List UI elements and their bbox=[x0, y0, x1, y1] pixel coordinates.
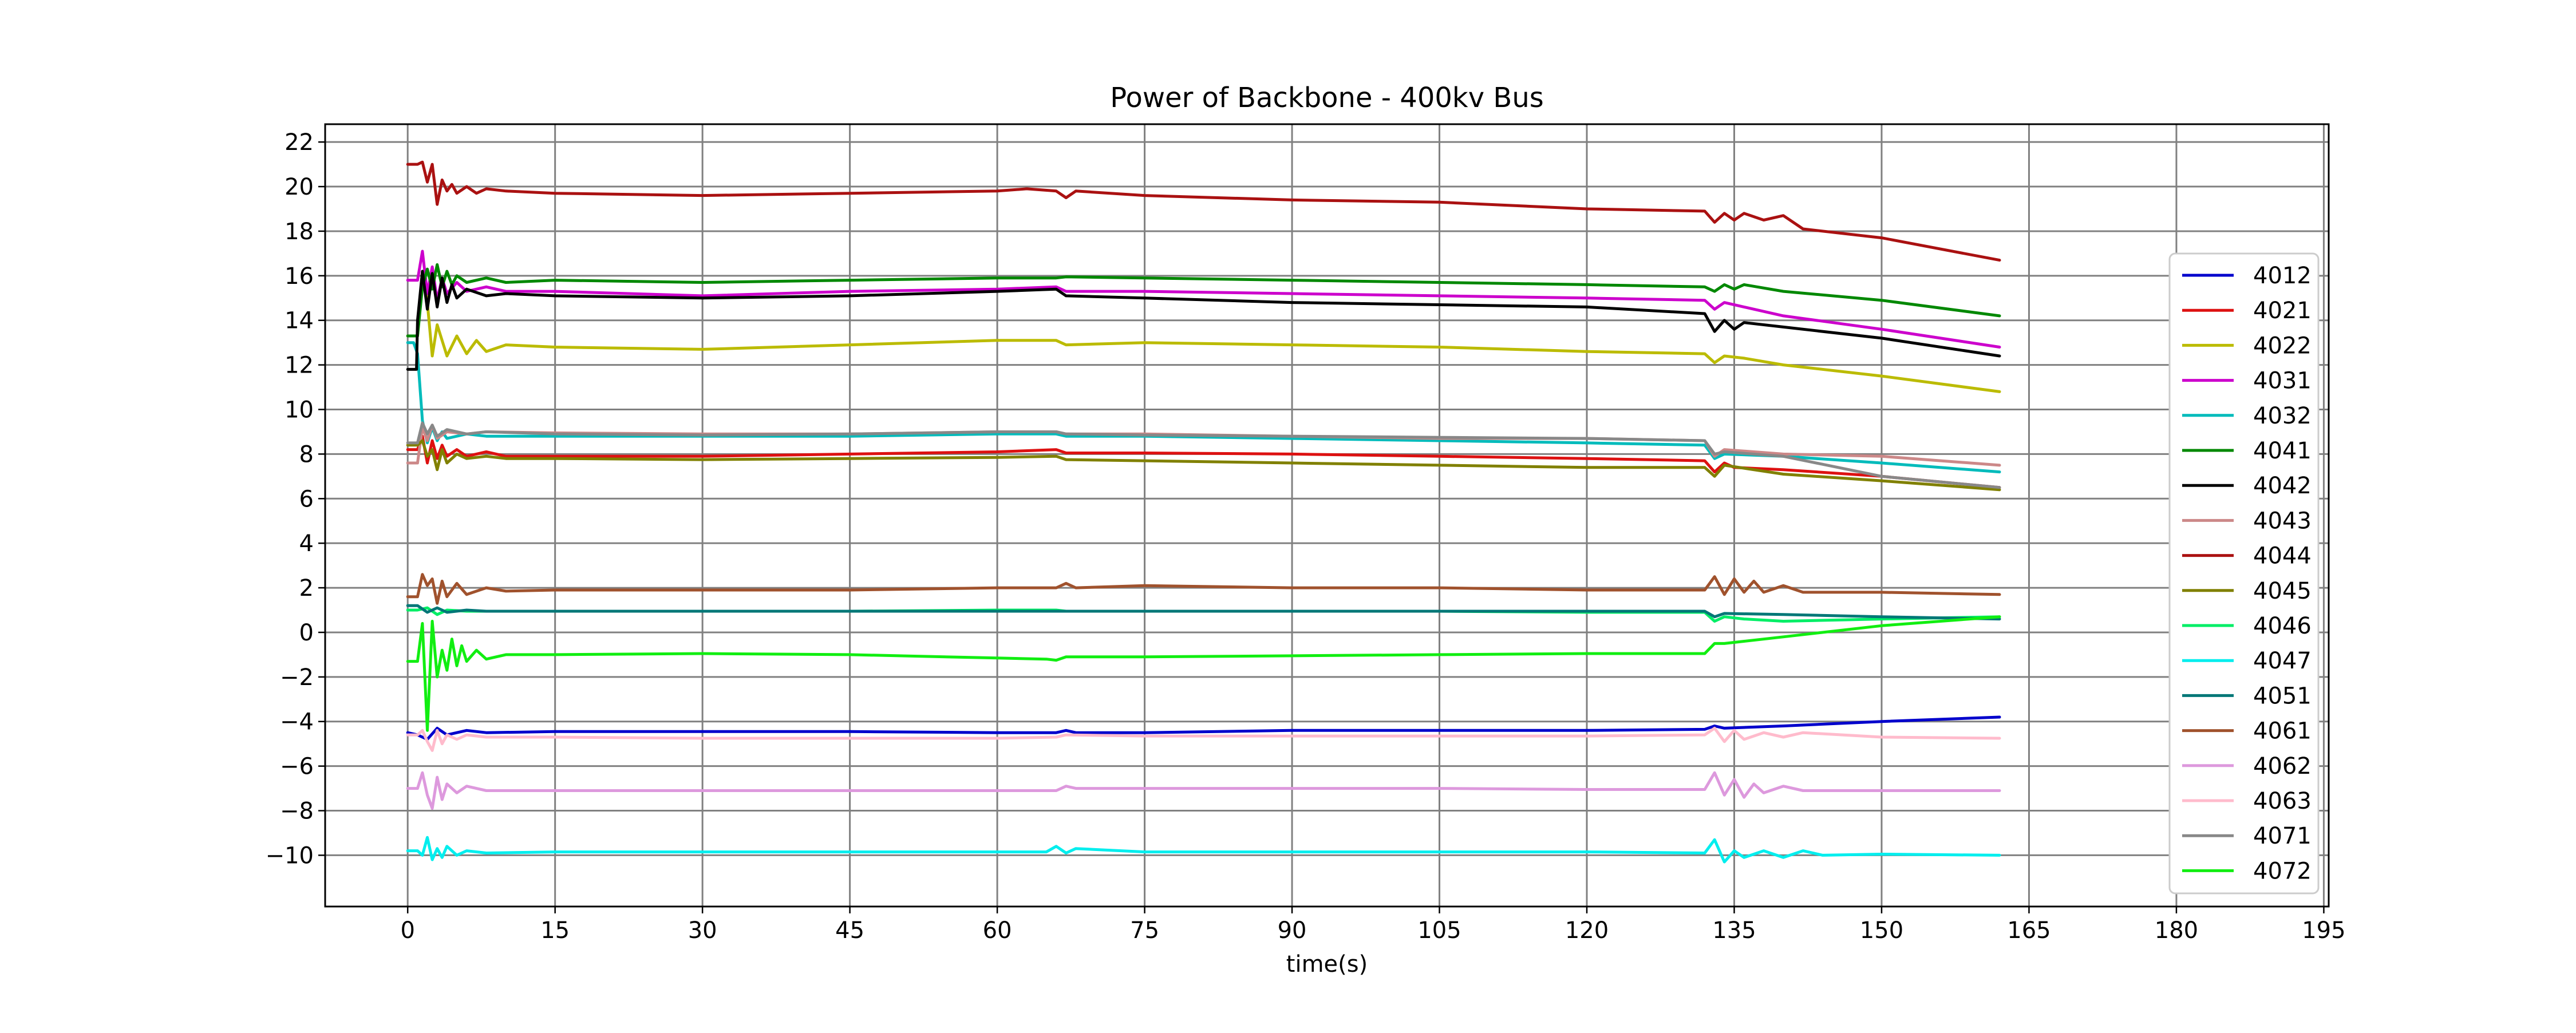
legend-label: 4063 bbox=[2253, 788, 2312, 814]
legend-label: 4041 bbox=[2253, 438, 2312, 464]
y-tick-label: 14 bbox=[285, 308, 314, 334]
y-tick-label: 2 bbox=[299, 575, 314, 601]
y-tick-label: 20 bbox=[285, 174, 314, 200]
legend-label: 4012 bbox=[2253, 263, 2312, 289]
legend: 4012 4021 4022 4031 4032 4041 4042 4043 4044 4045… bbox=[2168, 252, 2320, 895]
legend-label: 4031 bbox=[2253, 368, 2312, 394]
y-tick-label: 8 bbox=[299, 441, 314, 468]
x-tick-label: 165 bbox=[2007, 917, 2050, 944]
legend-label: 4043 bbox=[2253, 508, 2312, 534]
y-tick-label: 12 bbox=[285, 353, 314, 379]
legend-label: 4032 bbox=[2253, 403, 2312, 429]
series-line-4062 bbox=[406, 771, 2001, 810]
series-line-4042 bbox=[406, 270, 2001, 371]
legend-label: 4051 bbox=[2253, 683, 2312, 709]
series-lines bbox=[406, 160, 2001, 864]
x-axis-ticks: 0 15 30 45 60 75 90 105 120 135 150 165 180 195 bbox=[400, 907, 2346, 944]
y-tick-label: 22 bbox=[285, 129, 314, 156]
y-tick-label: 4 bbox=[299, 531, 314, 557]
y-tick-label: 16 bbox=[285, 263, 314, 290]
y-tick-label: −4 bbox=[280, 709, 314, 735]
legend-label: 4061 bbox=[2253, 718, 2312, 745]
series-line-4072 bbox=[406, 615, 2001, 732]
x-tick-label: 15 bbox=[540, 917, 570, 944]
y-tick-label: 18 bbox=[285, 219, 314, 245]
legend-label: 4044 bbox=[2253, 543, 2312, 569]
legend-label: 4022 bbox=[2253, 333, 2312, 359]
series-line-4021 bbox=[406, 434, 2001, 489]
y-tick-label: 0 bbox=[299, 620, 314, 646]
series-line-4045 bbox=[406, 439, 2001, 492]
x-tick-label: 75 bbox=[1130, 917, 1159, 944]
x-axis-label: time(s) bbox=[1286, 951, 1368, 977]
series-line-4061 bbox=[406, 573, 2001, 605]
x-tick-label: 105 bbox=[1417, 917, 1461, 944]
series-line-4041 bbox=[406, 263, 2001, 338]
series-line-4071 bbox=[406, 421, 2001, 489]
y-tick-label: −8 bbox=[280, 798, 314, 825]
x-tick-label: 120 bbox=[1565, 917, 1609, 944]
x-tick-label: 30 bbox=[688, 917, 717, 944]
plot-area-frame bbox=[324, 123, 2330, 908]
x-tick-label: 0 bbox=[400, 917, 414, 944]
legend-label: 4021 bbox=[2253, 298, 2312, 324]
legend-label: 4072 bbox=[2253, 858, 2312, 884]
legend-items: 4012 4021 4022 4031 4032 4041 4042 4043 4044 4045… bbox=[2182, 263, 2312, 884]
legend-label: 4047 bbox=[2253, 648, 2312, 674]
series-line-4022 bbox=[406, 270, 2001, 393]
series-line-4044 bbox=[406, 160, 2001, 262]
x-tick-label: 135 bbox=[1712, 917, 1756, 944]
y-tick-label: −6 bbox=[280, 754, 314, 780]
x-tick-label: 195 bbox=[2302, 917, 2345, 944]
legend-box bbox=[2168, 252, 2320, 895]
x-tick-label: 60 bbox=[983, 917, 1012, 944]
series-line-4047 bbox=[406, 836, 2001, 864]
legend-label: 4042 bbox=[2253, 473, 2312, 499]
y-tick-label: 10 bbox=[285, 397, 314, 424]
x-tick-label: 45 bbox=[835, 917, 864, 944]
series-line-4051 bbox=[406, 604, 2001, 621]
y-tick-label: −2 bbox=[280, 664, 314, 691]
y-tick-label: 6 bbox=[299, 486, 314, 512]
series-line-4063 bbox=[406, 726, 2001, 752]
y-tick-label: −10 bbox=[266, 842, 314, 869]
legend-label: 4046 bbox=[2253, 613, 2312, 639]
y-axis-ticks: −10 −8 −6 −4 −2 0 2 4 6 8 10 12 14 16 18 20 22 bbox=[266, 129, 325, 869]
legend-label: 4045 bbox=[2253, 578, 2312, 604]
legend-label: 4071 bbox=[2253, 823, 2312, 849]
x-tick-label: 180 bbox=[2155, 917, 2198, 944]
series-line-4012 bbox=[406, 715, 2001, 741]
legend-label: 4062 bbox=[2253, 753, 2312, 779]
x-tick-label: 150 bbox=[1860, 917, 1903, 944]
x-tick-label: 90 bbox=[1278, 917, 1307, 944]
chart-title: Power of Backbone - 400kv Bus bbox=[1110, 82, 1544, 114]
